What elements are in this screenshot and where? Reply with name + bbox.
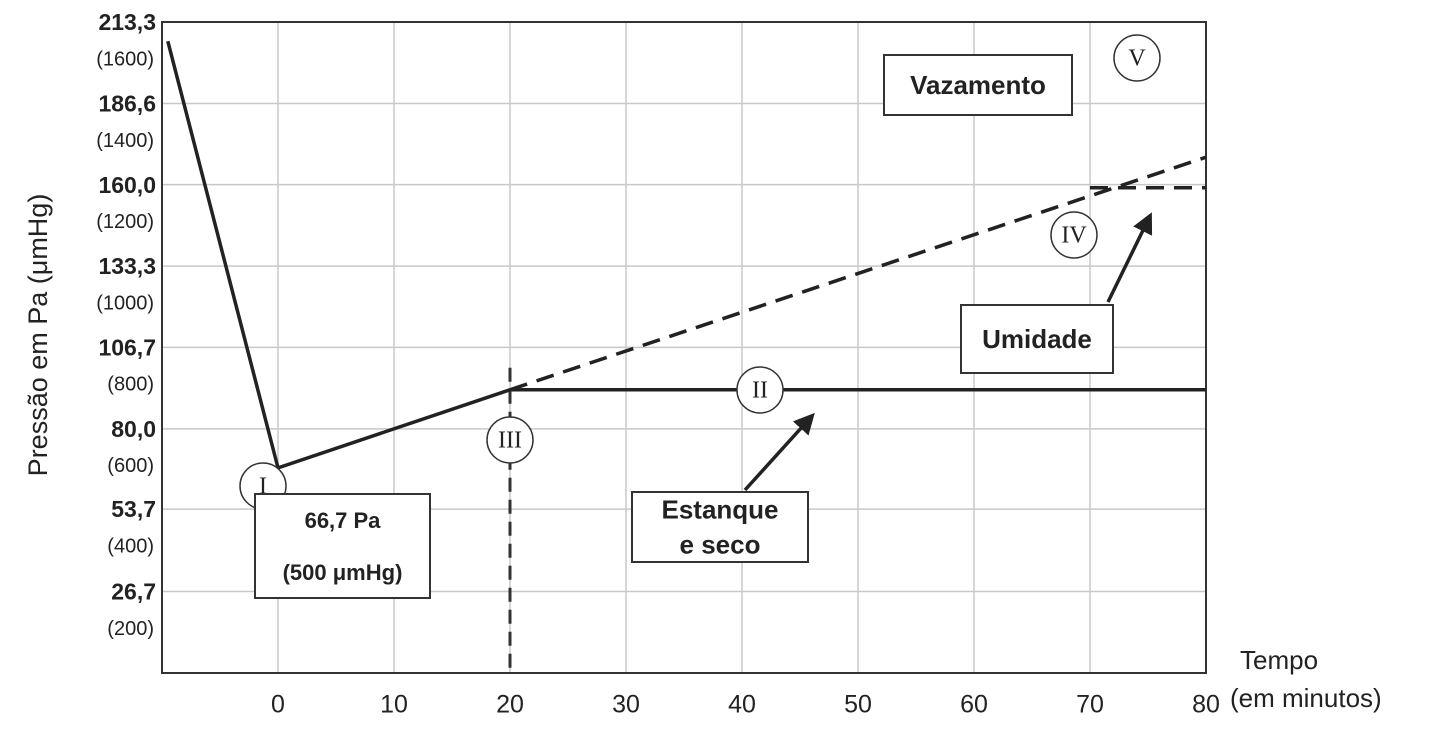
x-tick-label: 50 [844,691,872,719]
y-tick-sublabel: (1400) [96,130,154,152]
annotation-text: 66,7 Pa [305,508,382,533]
marker-circle [486,416,534,464]
marker-label: III [498,428,522,454]
x-axis-label: (em minutos) [1230,683,1382,713]
annotation-text: Vazamento [910,70,1046,100]
marker-circle [1113,34,1161,82]
x-tick-label: 20 [496,691,524,719]
annotation-text: (500 μmHg) [283,560,403,585]
line [166,40,1206,471]
marker-label: V [1128,46,1146,72]
x-tick-label: 60 [960,691,988,719]
y-tick-sublabel: (1000) [96,292,154,314]
y-tick-label: 160,0 [98,172,156,198]
x-tick-label: 80 [1192,691,1220,719]
x-axis-label: Tempo [1240,645,1318,675]
x-tick-label: 40 [728,691,756,719]
annotation-text: Estanque [661,494,778,524]
y-tick-label: 53,7 [111,496,156,522]
plot-frame [161,21,1207,674]
marker-circle [736,366,784,414]
y-tick-sublabel: (800) [107,374,154,396]
marker-label: IV [1061,223,1087,249]
annotation-text: Umidade [982,324,1092,354]
x-tick-label: 30 [612,691,640,719]
y-tick-label: 80,0 [111,416,156,442]
y-tick-label: 213,3 [98,9,156,35]
y-tick-label: 186,6 [98,91,156,117]
y-tick-sublabel: (600) [107,455,154,477]
annotation-box [883,54,1073,116]
y-tick-sublabel: (1200) [96,211,154,233]
line [509,155,1207,392]
x-tick-label: 10 [380,691,408,719]
marker-label: II [752,378,768,404]
x-tick-label: 0 [271,691,285,719]
arrow [1106,212,1153,303]
y-axis-label: Pressão em Pa (μmHg) [23,194,53,477]
marker-circle [1050,211,1098,259]
x-tick-label: 70 [1076,691,1104,719]
y-tick-sublabel: (400) [107,535,154,557]
y-tick-sublabel: (200) [107,618,154,640]
arrow [743,412,815,492]
annotation-box [254,493,431,599]
marker-label: I [259,474,267,500]
y-tick-label: 133,3 [98,253,156,279]
y-tick-label: 106,7 [98,334,156,360]
annotation-box [960,304,1114,374]
annotation-text: e seco [680,529,761,559]
annotation-box [631,491,809,563]
y-tick-label: 26,7 [111,579,156,605]
y-tick-sublabel: (1600) [96,48,154,70]
